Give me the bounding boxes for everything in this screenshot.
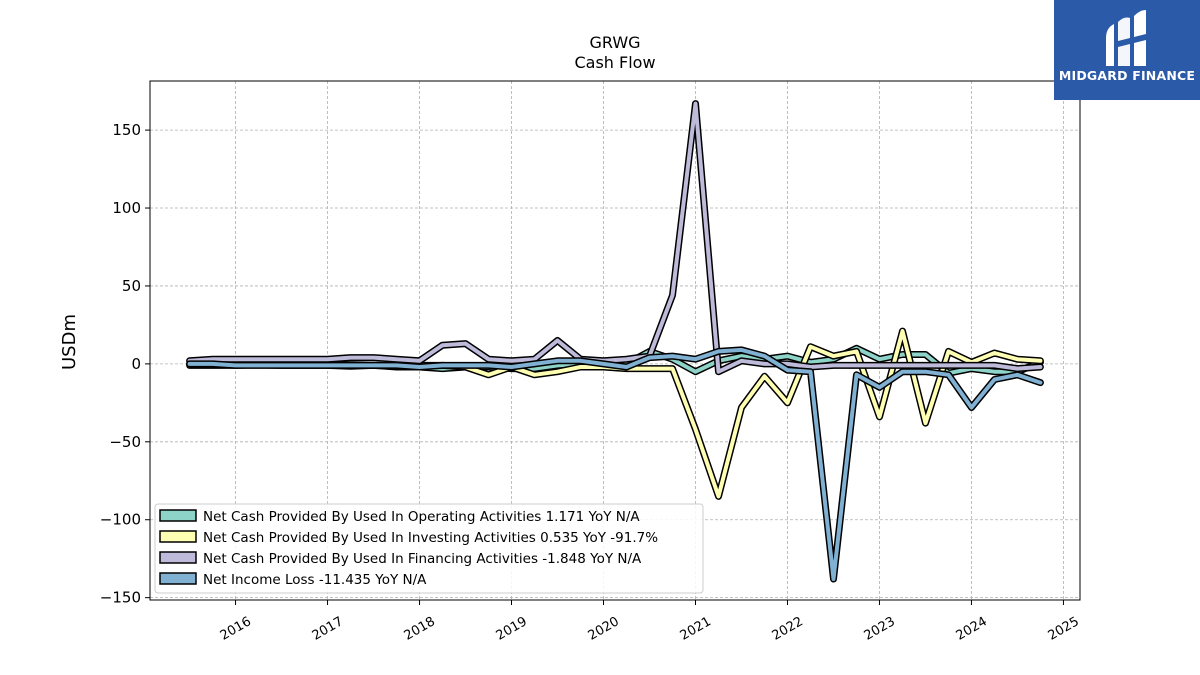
y-axis-ticks: 150 100 50 0 −50 −100 −150 xyxy=(100,121,150,607)
x-tick-label: 2023 xyxy=(862,614,898,644)
y-axis-label: USDm xyxy=(59,314,80,370)
y-tick-label: 100 xyxy=(112,199,141,217)
legend-swatch xyxy=(160,552,196,563)
chart-title: GRWG Cash Flow xyxy=(574,33,655,72)
legend-swatch xyxy=(160,510,196,521)
x-tick-label: 2017 xyxy=(310,614,346,644)
x-axis-ticks: 2016 2017 2018 2019 2020 2021 2022 2023 2024 2025 xyxy=(218,600,1082,644)
legend-label: Net Cash Provided By Used In Investing A… xyxy=(203,530,658,546)
y-tick-label: 0 xyxy=(131,355,141,373)
x-tick-label: 2018 xyxy=(402,614,438,644)
legend-label: Net Income Loss -11.435 YoY N/A xyxy=(203,572,427,588)
brand-name: MIDGARD FINANCE xyxy=(1054,68,1200,83)
series-stroke xyxy=(190,104,1041,372)
x-tick-label: 2024 xyxy=(954,614,990,644)
legend-swatch xyxy=(160,531,196,542)
y-tick-label: −150 xyxy=(100,589,141,607)
x-tick-label: 2019 xyxy=(494,614,530,644)
legend-swatch xyxy=(160,573,196,584)
legend-entry: Net Cash Provided By Used In Financing A… xyxy=(160,551,642,567)
y-tick-label: −50 xyxy=(109,433,141,451)
brand-logo: MIDGARD FINANCE xyxy=(1054,0,1200,100)
y-tick-label: 50 xyxy=(122,277,141,295)
x-tick-label: 2016 xyxy=(218,614,254,644)
legend-label: Net Cash Provided By Used In Financing A… xyxy=(203,551,642,567)
chart-subtitle-line: Cash Flow xyxy=(574,53,655,72)
chart-title-line: GRWG xyxy=(589,33,640,52)
x-tick-label: 2020 xyxy=(586,614,622,644)
y-tick-label: 150 xyxy=(112,121,141,139)
chart-legend: Net Cash Provided By Used In Operating A… xyxy=(155,504,703,593)
legend-entry: Net Cash Provided By Used In Investing A… xyxy=(160,530,658,546)
legend-label: Net Cash Provided By Used In Operating A… xyxy=(203,509,640,525)
cash-flow-chart: GRWG Cash Flow 150 100 50 0 −50 −100 −150 2016… xyxy=(0,0,1200,675)
legend-entry: Net Cash Provided By Used In Operating A… xyxy=(160,509,640,525)
series-outline xyxy=(190,104,1041,372)
x-tick-label: 2025 xyxy=(1046,614,1082,644)
brand-mark-icon xyxy=(1100,8,1156,68)
x-tick-label: 2021 xyxy=(678,614,714,644)
series-line-3 xyxy=(190,104,1041,372)
x-tick-label: 2022 xyxy=(770,614,806,644)
y-tick-label: −100 xyxy=(100,511,141,529)
